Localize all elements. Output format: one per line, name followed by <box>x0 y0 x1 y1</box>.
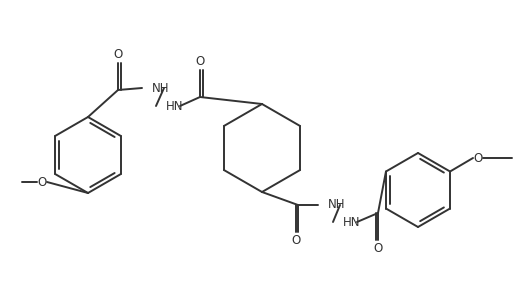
Text: O: O <box>37 176 47 188</box>
Text: O: O <box>195 55 205 68</box>
Text: HN: HN <box>166 100 183 113</box>
Text: HN: HN <box>343 215 361 229</box>
Text: O: O <box>113 48 123 61</box>
Text: O: O <box>374 242 383 255</box>
Text: O: O <box>473 151 483 164</box>
Text: NH: NH <box>152 81 169 95</box>
Text: NH: NH <box>328 198 345 212</box>
Text: O: O <box>291 234 301 247</box>
